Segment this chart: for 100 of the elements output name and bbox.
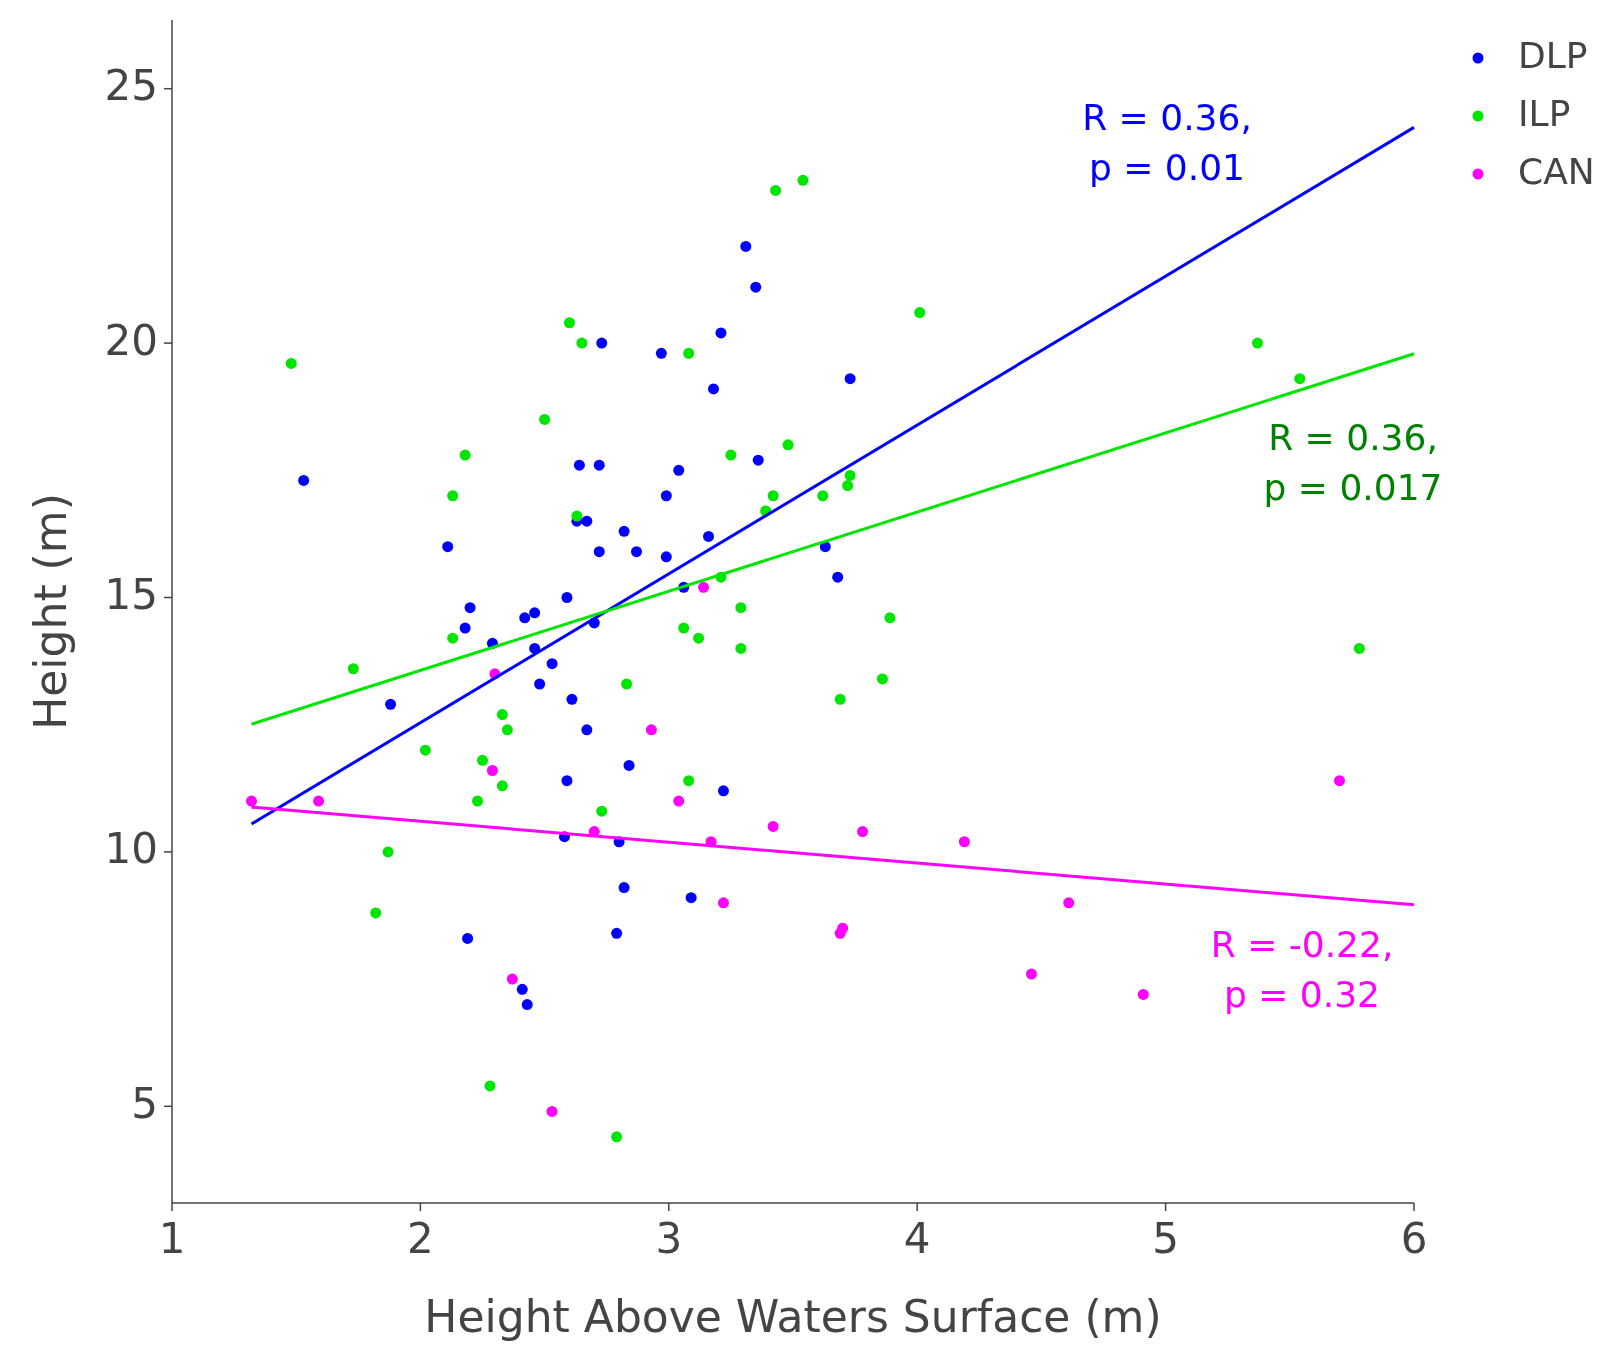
point	[842, 480, 854, 492]
point	[566, 693, 578, 705]
point	[285, 357, 297, 369]
point	[832, 571, 844, 583]
point	[621, 678, 633, 690]
point	[623, 759, 635, 771]
x-tick-label: 1	[158, 1214, 186, 1263]
point	[459, 622, 471, 634]
point	[1333, 775, 1345, 787]
x-axis-title: Height Above Waters Surface (m)	[424, 1291, 1162, 1342]
point	[573, 459, 585, 471]
x-tick-label: 4	[903, 1214, 931, 1263]
point	[735, 602, 747, 614]
point	[519, 612, 531, 624]
x-tick-label: 3	[655, 1214, 683, 1263]
point	[496, 709, 508, 721]
y-tick-label: 15	[104, 570, 158, 620]
point	[884, 612, 896, 624]
point	[546, 658, 558, 670]
point	[660, 551, 672, 563]
point	[740, 240, 752, 252]
point	[857, 826, 869, 838]
point	[618, 525, 630, 537]
point	[459, 449, 471, 461]
point	[834, 693, 846, 705]
point	[725, 449, 737, 461]
point	[563, 317, 575, 329]
point	[477, 754, 488, 766]
point	[1025, 968, 1037, 980]
point	[844, 469, 856, 481]
point	[596, 805, 608, 817]
point	[561, 775, 573, 787]
y-tick-label: 5	[131, 1078, 158, 1128]
point	[683, 347, 695, 359]
point	[561, 592, 573, 604]
point	[462, 932, 474, 944]
x-tick-label: 6	[1400, 1214, 1428, 1263]
point	[611, 1131, 623, 1143]
y-tick-label: 10	[104, 824, 158, 874]
point	[797, 174, 809, 186]
point	[618, 882, 630, 894]
point	[767, 820, 779, 832]
legend-label: ILP	[1518, 93, 1571, 134]
point	[442, 541, 454, 553]
y-tick-label: 20	[104, 315, 158, 365]
point	[516, 983, 528, 995]
point	[419, 744, 431, 756]
point	[876, 673, 888, 685]
point	[660, 490, 672, 502]
point	[472, 795, 484, 807]
point	[837, 922, 849, 934]
point	[782, 439, 794, 451]
point	[735, 642, 747, 654]
point	[750, 281, 762, 293]
point	[1252, 337, 1264, 349]
point	[298, 474, 310, 486]
point	[717, 785, 729, 797]
point	[521, 999, 533, 1011]
point	[770, 184, 782, 196]
x-tick-label: 2	[407, 1214, 434, 1263]
point	[631, 546, 643, 558]
point	[313, 795, 325, 807]
point	[581, 724, 593, 736]
point	[683, 775, 695, 787]
point	[715, 327, 727, 339]
point	[1294, 373, 1306, 385]
point	[817, 490, 829, 502]
point	[767, 490, 779, 502]
point	[581, 515, 593, 527]
point	[673, 795, 685, 807]
point	[447, 490, 459, 502]
point	[546, 1105, 558, 1117]
point	[752, 454, 764, 466]
point	[576, 337, 588, 349]
point	[534, 678, 546, 690]
point	[1063, 897, 1075, 909]
point	[611, 927, 623, 939]
point	[593, 546, 605, 558]
point	[1137, 988, 1149, 1000]
point	[347, 663, 359, 675]
point	[385, 698, 397, 710]
point	[655, 347, 667, 359]
y-tick-label: 25	[104, 61, 158, 111]
point	[501, 724, 513, 736]
point	[958, 836, 970, 848]
point	[447, 632, 459, 644]
point	[1353, 642, 1365, 654]
point	[698, 581, 710, 593]
point	[529, 607, 541, 619]
point	[673, 464, 685, 476]
point	[717, 897, 729, 909]
point	[571, 510, 583, 522]
point	[593, 459, 605, 471]
annotation: R = 0.36, p = 0.017	[1263, 416, 1443, 508]
point	[708, 383, 720, 395]
point	[506, 973, 518, 985]
point	[484, 1080, 496, 1092]
y-axis-title: Height (m)	[25, 493, 76, 730]
annotation: R = -0.22, p = 0.32	[1210, 923, 1394, 1015]
point	[914, 307, 926, 319]
